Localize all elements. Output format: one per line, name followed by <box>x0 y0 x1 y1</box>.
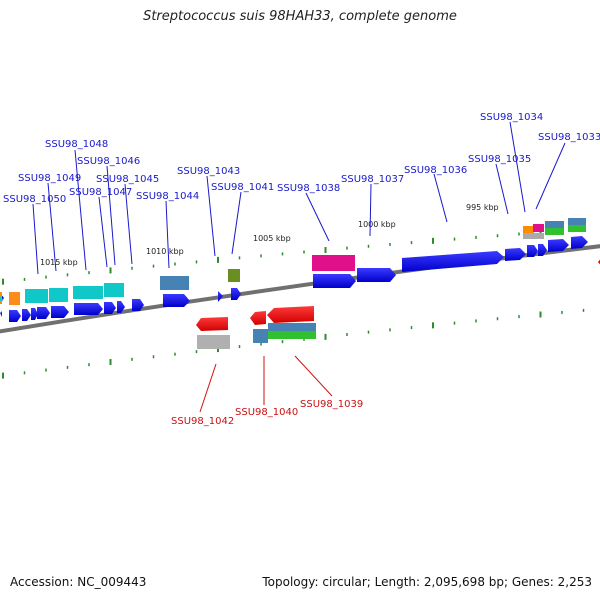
gene-label[interactable]: SSU98_1049 <box>18 173 81 184</box>
forward-feature-track <box>0 218 586 305</box>
scale-label-1005: 1005 kbp <box>253 234 291 243</box>
feature-block-steel[interactable] <box>253 329 268 343</box>
gene-label[interactable]: SSU98_1043 <box>177 166 240 177</box>
cds-arrow[interactable] <box>571 236 588 249</box>
feature-block-green[interactable] <box>545 228 564 235</box>
leader-line <box>32 203 39 275</box>
feature-block-steel[interactable] <box>568 218 586 226</box>
cds-arrow[interactable] <box>0 311 2 317</box>
scale-label-1000: 1000 kbp <box>358 220 396 229</box>
feature-block-cyan[interactable] <box>49 288 68 302</box>
gene-label[interactable]: SSU98_1033 <box>538 132 600 143</box>
gene-label[interactable]: SSU98_1037 <box>341 174 404 185</box>
gene-label[interactable]: SSU98_1044 <box>136 191 199 202</box>
leader-line <box>98 196 108 268</box>
scale-label-995: 995 kbp <box>466 203 499 212</box>
cds-arrow[interactable] <box>505 248 526 261</box>
leader-line <box>124 183 133 265</box>
gene-label[interactable]: SSU98_1036 <box>404 165 467 176</box>
cds-arrow[interactable] <box>51 306 69 318</box>
leader-line <box>495 163 509 215</box>
forward-leader-lines <box>32 121 566 275</box>
feature-block-magenta[interactable] <box>312 255 355 271</box>
leader-line <box>433 173 448 223</box>
cds-arrow[interactable] <box>163 294 190 307</box>
cds-arrow[interactable] <box>0 296 3 302</box>
cds-arrow[interactable] <box>538 244 547 256</box>
cds-arrow[interactable] <box>250 311 266 325</box>
gene-label[interactable]: SSU98_1050 <box>3 194 66 205</box>
map-title: Streptococcus suis 98HAH33, complete gen… <box>143 9 457 24</box>
feature-block-steel[interactable] <box>160 276 189 290</box>
gene-label[interactable]: SSU98_1039 <box>300 399 363 410</box>
scale-label-1010: 1010 kbp <box>146 247 184 256</box>
leader-line <box>369 183 372 237</box>
cds-arrow[interactable] <box>9 310 21 322</box>
feature-block-olive[interactable] <box>228 269 240 282</box>
feature-block-steel[interactable] <box>545 221 564 229</box>
gene-label[interactable]: SSU98_1048 <box>45 139 108 150</box>
cds-arrow[interactable] <box>218 291 223 302</box>
gene-label[interactable]: SSU98_1047 <box>69 187 132 198</box>
scale-label-1015: 1015 kbp <box>40 258 78 267</box>
accession-text: Accession: NC_009443 <box>10 575 147 589</box>
feature-block-magenta[interactable] <box>533 224 544 232</box>
gene-label[interactable]: SSU98_1042 <box>171 416 234 427</box>
gene-label[interactable]: SSU98_1046 <box>77 156 140 167</box>
cds-arrow[interactable] <box>117 301 125 313</box>
feature-block-cyan[interactable] <box>73 286 103 299</box>
feature-block-steel[interactable] <box>268 323 316 332</box>
leader-line <box>535 142 566 210</box>
cds-arrow[interactable] <box>548 239 569 252</box>
feature-block-gray[interactable] <box>523 233 544 239</box>
cds-arrow[interactable] <box>357 268 396 282</box>
leader-line <box>231 191 242 255</box>
feature-block-cyan[interactable] <box>104 283 124 297</box>
gene-label[interactable]: SSU98_1038 <box>277 183 340 194</box>
cds-arrow[interactable] <box>231 288 241 300</box>
leader-line <box>294 355 333 397</box>
gene-label[interactable]: SSU98_1034 <box>480 112 543 123</box>
cds-arrow[interactable] <box>22 309 31 321</box>
reverse-cds-track <box>196 306 314 331</box>
feature-block-green[interactable] <box>268 331 316 339</box>
gene-label[interactable]: SSU98_1040 <box>235 407 298 418</box>
cds-arrow[interactable] <box>132 299 144 311</box>
leader-line <box>74 149 87 271</box>
leader-line <box>206 175 216 257</box>
reverse-gene-labels: SSU98_1042 SSU98_1040 SSU98_1039 <box>171 399 363 427</box>
reverse-leader-lines <box>199 355 333 413</box>
cds-arrow[interactable] <box>104 302 116 314</box>
cds-arrow[interactable] <box>313 274 356 288</box>
feature-block-green[interactable] <box>568 225 586 232</box>
cds-arrow[interactable] <box>74 303 103 315</box>
cds-arrow[interactable] <box>527 245 538 257</box>
genome-summary-text: Topology: circular; Length: 2,095,698 bp… <box>262 575 592 589</box>
cds-arrow[interactable] <box>402 251 504 272</box>
leader-line <box>106 165 116 266</box>
cds-arrow[interactable] <box>196 317 228 331</box>
reverse-feature-track <box>197 323 316 349</box>
gene-label[interactable]: SSU98_1045 <box>96 174 159 185</box>
cds-arrow[interactable] <box>37 307 50 319</box>
leader-line <box>47 182 57 272</box>
leader-line <box>305 192 330 242</box>
feature-block-cyan[interactable] <box>25 289 48 303</box>
cds-arrow[interactable] <box>267 306 314 323</box>
feature-block-orange[interactable] <box>523 226 534 234</box>
leader-line <box>165 200 170 269</box>
forward-cds-track <box>0 236 588 322</box>
gene-label[interactable]: SSU98_1041 <box>211 182 274 193</box>
leader-line <box>509 121 526 213</box>
forward-gene-labels: SSU98_1034 SSU98_1033 SSU98_1035 SSU98_1… <box>3 112 600 205</box>
cds-arrow[interactable] <box>31 308 38 320</box>
feature-block-gray[interactable] <box>197 335 230 349</box>
gene-label[interactable]: SSU98_1035 <box>468 154 531 165</box>
leader-line <box>199 363 217 413</box>
feature-block-orange[interactable] <box>9 292 20 305</box>
